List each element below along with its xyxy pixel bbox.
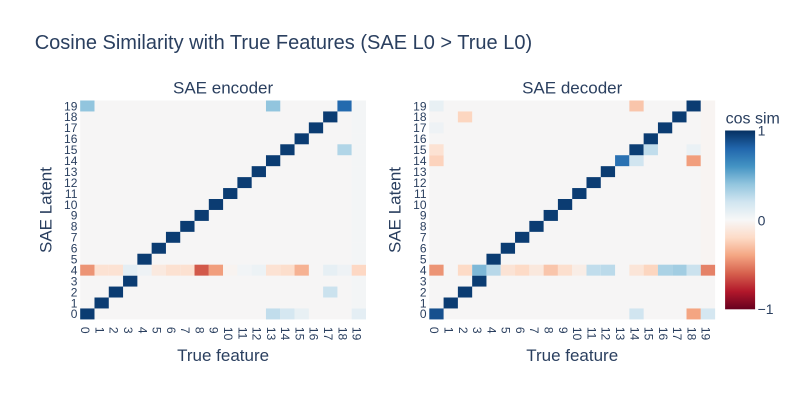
svg-text:15: 15 [64,143,78,157]
svg-text:8: 8 [192,327,206,334]
svg-text:15: 15 [413,143,427,157]
svg-text:6: 6 [513,327,527,334]
svg-text:SAE Latent: SAE Latent [36,167,55,253]
svg-text:4: 4 [420,263,427,277]
svg-text:5: 5 [150,327,164,334]
svg-text:8: 8 [71,220,78,234]
svg-text:14: 14 [627,327,641,341]
svg-text:6: 6 [164,327,178,334]
svg-text:18: 18 [335,327,349,341]
svg-text:1: 1 [71,296,78,310]
svg-text:10: 10 [570,327,584,341]
svg-text:17: 17 [413,121,427,135]
svg-text:9: 9 [207,327,221,334]
svg-text:6: 6 [420,242,427,256]
svg-text:6: 6 [71,242,78,256]
svg-text:0: 0 [420,307,427,321]
svg-text:True feature: True feature [526,346,618,365]
svg-text:1: 1 [758,123,766,139]
svg-text:Cosine Similarity with True Fe: Cosine Similarity with True Features (SA… [35,32,532,54]
svg-text:19: 19 [64,99,78,113]
svg-text:5: 5 [420,253,427,267]
svg-text:14: 14 [413,154,427,168]
svg-text:16: 16 [656,327,670,341]
svg-text:10: 10 [64,198,78,212]
svg-text:18: 18 [64,110,78,124]
svg-text:1: 1 [92,327,106,334]
svg-text:9: 9 [420,209,427,223]
svg-text:13: 13 [413,165,427,179]
svg-text:16: 16 [64,132,78,146]
svg-text:7: 7 [527,327,541,334]
svg-text:3: 3 [121,327,135,334]
svg-text:7: 7 [71,231,78,245]
svg-text:SAE decoder: SAE decoder [522,79,623,98]
svg-text:19: 19 [350,327,364,341]
svg-text:14: 14 [278,327,292,341]
svg-text:9: 9 [556,327,570,334]
svg-text:2: 2 [107,327,121,334]
svg-text:15: 15 [292,327,306,341]
svg-text:8: 8 [542,327,556,334]
svg-text:12: 12 [413,176,427,190]
svg-text:cos sim: cos sim [726,111,780,128]
svg-text:0: 0 [78,327,92,334]
svg-text:13: 13 [613,327,627,341]
svg-text:11: 11 [235,327,249,340]
svg-text:4: 4 [71,263,78,277]
svg-text:3: 3 [420,274,427,288]
svg-text:5: 5 [71,253,78,267]
svg-text:2: 2 [456,327,470,334]
svg-text:10: 10 [413,198,427,212]
svg-text:4: 4 [135,327,149,334]
svg-text:10: 10 [221,327,235,341]
svg-text:18: 18 [413,110,427,124]
svg-text:11: 11 [584,327,598,340]
svg-text:0: 0 [427,327,441,334]
svg-text:9: 9 [71,209,78,223]
svg-text:7: 7 [420,231,427,245]
svg-text:16: 16 [413,132,427,146]
svg-text:3: 3 [71,274,78,288]
svg-text:2: 2 [420,285,427,299]
svg-text:11: 11 [414,187,427,201]
svg-text:−1: −1 [758,301,774,317]
svg-text:12: 12 [250,327,264,341]
svg-text:15: 15 [642,327,656,341]
svg-text:SAE Latent: SAE Latent [385,167,404,253]
svg-text:2: 2 [71,285,78,299]
svg-text:13: 13 [264,327,278,341]
svg-text:17: 17 [321,327,335,341]
svg-text:0: 0 [758,213,766,229]
svg-text:1: 1 [441,327,455,334]
svg-text:18: 18 [684,327,698,341]
svg-text:17: 17 [64,121,78,135]
svg-text:16: 16 [307,327,321,341]
svg-text:7: 7 [178,327,192,334]
svg-text:8: 8 [420,220,427,234]
svg-text:5: 5 [499,327,513,334]
svg-text:0: 0 [71,307,78,321]
svg-text:12: 12 [599,327,613,341]
svg-text:14: 14 [64,154,78,168]
svg-text:SAE encoder: SAE encoder [173,79,274,98]
svg-text:19: 19 [413,99,427,113]
svg-text:13: 13 [64,165,78,179]
svg-text:19: 19 [699,327,713,341]
svg-text:1: 1 [420,296,427,310]
svg-text:12: 12 [64,176,78,190]
svg-text:17: 17 [670,327,684,341]
svg-text:True feature: True feature [177,346,269,365]
svg-text:3: 3 [470,327,484,334]
svg-text:11: 11 [65,187,78,201]
svg-text:4: 4 [484,327,498,334]
